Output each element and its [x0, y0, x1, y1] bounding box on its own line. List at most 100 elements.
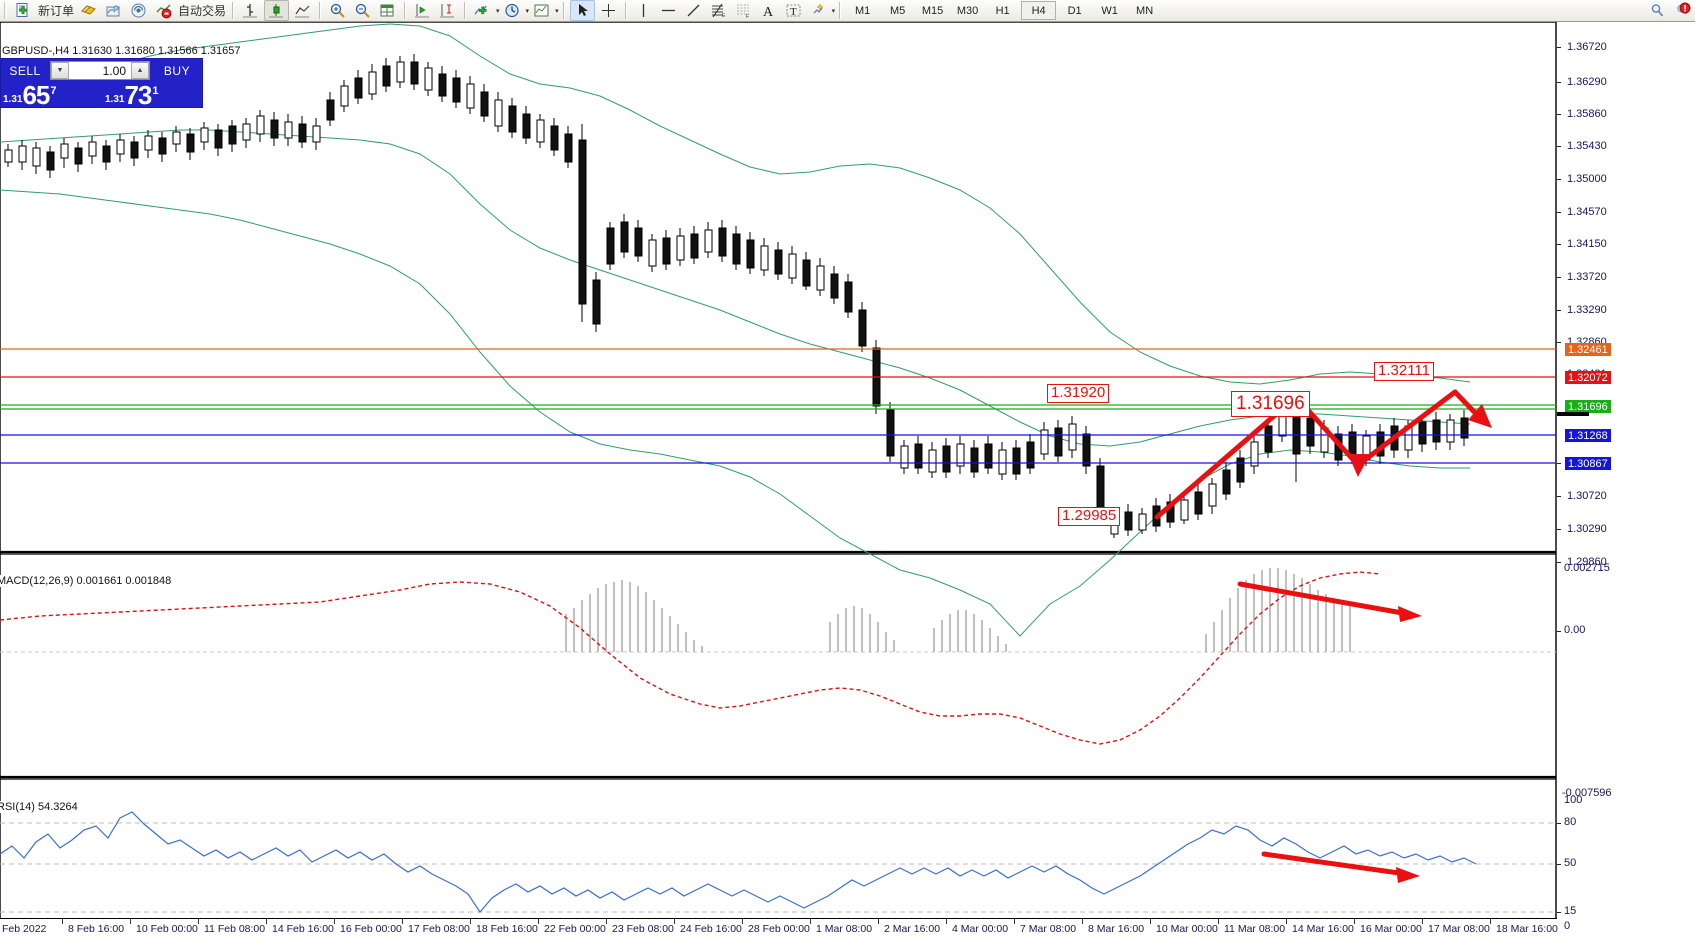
macd-axis-label: 0.00 — [1564, 624, 1586, 636]
time-axis-label: 14 Feb 16:00 — [272, 923, 334, 935]
one-click-trading-panel[interactable]: SELL ▼ 1.00 ▲ BUY 1.31 65 7 1.31 73 1 — [0, 58, 203, 108]
time-axis-label: 11 Mar 08:00 — [1224, 923, 1286, 935]
period-m5[interactable]: M5 — [889, 4, 906, 17]
period-icon[interactable] — [501, 1, 524, 20]
time-axis-label: 8 Feb 16:00 — [68, 923, 125, 935]
level-tag-132461[interactable]: 1.32461 — [1565, 343, 1611, 356]
time-axis[interactable]: Feb 2022 8 Feb 16:00 10 Feb 00:00 11 Feb… — [0, 918, 1558, 942]
time-axis-label: Feb 2022 — [2, 923, 47, 935]
period-m30[interactable]: M30 — [956, 4, 979, 17]
rsi-arrow — [1261, 851, 1409, 877]
sell-price-display[interactable]: 1.31 65 7 — [3, 83, 99, 108]
rsi-axis-label: 100 — [1564, 794, 1583, 806]
bar-chart-icon[interactable] — [239, 1, 262, 20]
macd-axis-label: -0.007596 — [1562, 787, 1612, 799]
price-axis-label: 1.36290 — [1567, 76, 1607, 88]
templates-icon[interactable] — [530, 1, 553, 20]
autotrading-label[interactable]: 自动交易 — [178, 4, 227, 18]
toolbar-separator — [839, 2, 842, 19]
news-icon[interactable] — [102, 1, 125, 20]
price-axis-label: 1.35430 — [1567, 140, 1607, 152]
vline-icon[interactable] — [632, 1, 655, 20]
alert-icon[interactable] — [1671, 1, 1694, 20]
hline-icon[interactable] — [657, 1, 680, 20]
buy-price-prefix: 1.31 — [105, 94, 125, 105]
buy-price-display[interactable]: 1.31 73 1 — [105, 83, 201, 108]
time-axis-label: 14 Mar 16:00 — [1292, 923, 1354, 935]
toolbar-grip[interactable] — [2, 2, 9, 19]
channel-icon[interactable]: F — [732, 1, 755, 20]
volume-stepper[interactable]: ▼ 1.00 ▲ — [50, 61, 150, 80]
level-tag-131696[interactable]: 1.31696 — [1565, 400, 1611, 413]
time-axis-label: 16 Mar 00:00 — [1360, 923, 1422, 935]
period-m15[interactable]: M15 — [921, 4, 944, 17]
objects-icon[interactable] — [807, 1, 830, 20]
toolbar-separator — [562, 2, 565, 19]
period-m1[interactable]: M1 — [854, 4, 871, 17]
annotation-131696[interactable]: 1.31696 — [1231, 391, 1310, 417]
crosshair-icon[interactable] — [597, 1, 620, 20]
text-icon[interactable]: A — [757, 1, 780, 20]
line-chart-icon[interactable] — [291, 1, 314, 20]
volume-increment-button[interactable]: ▲ — [131, 62, 149, 79]
autotrade-icon[interactable] — [152, 1, 175, 20]
candle-chart-icon[interactable] — [264, 0, 290, 21]
fibo-icon[interactable]: E — [707, 1, 730, 20]
search-icon[interactable] — [1646, 1, 1669, 20]
chevron-down-icon[interactable]: ▾ — [831, 7, 836, 15]
period-mn[interactable]: MN — [1136, 4, 1154, 17]
price-axis-label: 1.35860 — [1567, 108, 1607, 120]
new-order-icon[interactable] — [12, 1, 35, 20]
time-axis-label: 8 Mar 16:00 — [1088, 923, 1145, 935]
zoom-in-icon[interactable] — [326, 1, 349, 20]
time-axis-label: 18 Mar 16:00 — [1496, 923, 1558, 935]
period-w1[interactable]: W1 — [1101, 4, 1118, 17]
macd-arrow — [1237, 581, 1411, 617]
price-axis-label: 1.30720 — [1567, 490, 1607, 502]
period-d1[interactable]: D1 — [1067, 4, 1082, 17]
rsi-axis-label: 15 — [1564, 905, 1577, 917]
price-level-lines — [0, 348, 1556, 464]
time-axis-label: 17 Mar 08:00 — [1428, 923, 1490, 935]
sell-button[interactable]: SELL — [9, 63, 41, 78]
period-h4[interactable]: H4 — [1021, 1, 1057, 20]
time-axis-label: 11 Feb 08:00 — [204, 923, 266, 935]
trendline-icon[interactable] — [682, 1, 705, 20]
sell-price-main: 65 — [22, 83, 50, 108]
annotation-129985[interactable]: 1.29985 — [1058, 507, 1121, 526]
annotation-131920[interactable]: 1.31920 — [1047, 384, 1110, 403]
macd-signal-line — [0, 571, 1381, 745]
chevron-down-icon[interactable]: ▾ — [525, 7, 530, 15]
time-axis-label: 2 Mar 16:00 — [884, 923, 941, 935]
chevron-down-icon[interactable]: ▾ — [555, 7, 559, 15]
deal-icon[interactable] — [77, 1, 100, 20]
period-h1[interactable]: H1 — [995, 4, 1010, 17]
new-order-label[interactable]: 新订单 — [38, 4, 75, 18]
time-axis-label: 7 Mar 08:00 — [1020, 923, 1077, 935]
time-axis-label: 17 Feb 08:00 — [408, 923, 470, 935]
level-tag-131268[interactable]: 1.31268 — [1565, 429, 1611, 442]
level-tag-130867[interactable]: 1.30867 — [1565, 457, 1611, 470]
price-axis[interactable]: 1.36720 1.36290 1.35860 1.35430 1.35000 … — [1557, 22, 1695, 941]
svg-text:A: A — [763, 5, 774, 19]
chevron-down-icon[interactable]: ▾ — [496, 7, 500, 15]
chart-canvas[interactable]: > > > > > — [0, 22, 1695, 941]
label-icon[interactable]: T — [782, 1, 805, 20]
time-axis-label: 4 Mar 00:00 — [952, 923, 1009, 935]
data-window-icon[interactable] — [376, 1, 399, 20]
indicators-icon[interactable] — [471, 1, 494, 20]
cursor-icon[interactable] — [569, 0, 595, 21]
price-axis-label: 1.29860 — [1567, 556, 1607, 568]
time-axis-label: 1 Mar 08:00 — [816, 923, 873, 935]
volume-decrement-button[interactable]: ▼ — [51, 62, 69, 79]
chart-shift-icon[interactable] — [436, 1, 459, 20]
level-tag-132072[interactable]: 1.32072 — [1565, 371, 1611, 384]
signal-icon[interactable] — [127, 1, 150, 20]
buy-button[interactable]: BUY — [163, 63, 191, 78]
auto-scroll-icon[interactable] — [411, 1, 434, 20]
volume-value[interactable]: 1.00 — [102, 63, 126, 78]
macd-indicator-caption: MACD(12,26,9) 0.001661 0.001848 — [0, 575, 175, 587]
chart-graphics: > > > > > — [0, 22, 1557, 941]
zoom-out-icon[interactable] — [351, 1, 374, 20]
annotation-132111[interactable]: 1.32111 — [1374, 362, 1434, 381]
